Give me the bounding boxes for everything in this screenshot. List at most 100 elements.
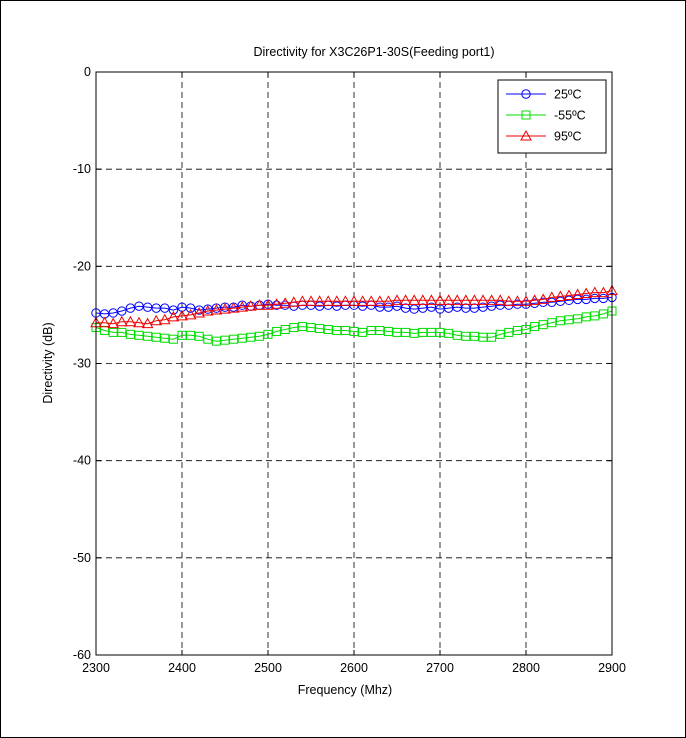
data-point [348,295,360,306]
data-point [356,295,369,306]
data-point [306,323,316,333]
data-point [340,325,350,335]
data-point [416,294,429,305]
data-point [177,330,187,340]
data-point [487,332,497,342]
data-point [108,327,118,337]
data-point [528,294,541,305]
data-point [512,325,522,335]
legend-marker [520,129,532,141]
data-point [383,326,393,336]
data-point [125,303,136,313]
series-2 [90,284,618,329]
data-point [444,328,454,338]
data-point [262,299,274,310]
data-point [125,329,135,339]
data-point [545,291,558,302]
legend-marker [521,110,531,120]
data-point [185,303,196,313]
data-point [236,301,249,312]
data-point [289,323,299,333]
data-point [459,294,472,305]
data-point [287,296,300,307]
data-point [160,303,170,313]
data-point [581,312,591,322]
data-point [520,295,532,306]
data-point [382,295,395,306]
data-point [176,309,188,321]
grid-lines [96,72,612,655]
data-point [263,329,273,339]
data-point [399,294,412,305]
y-tick-labels: 0 -10 -20 -30 -40 -50 -60 [73,65,91,662]
data-point [373,295,386,306]
data-point [401,327,411,337]
data-point [468,294,481,305]
data-point [434,294,446,305]
data-point [244,300,257,311]
data-point [151,332,161,342]
axes [95,71,613,656]
data-point [160,333,170,343]
x-axis-label: Frequency (Mhz) [298,683,392,697]
data-point [555,316,565,326]
data-point [461,331,471,341]
data-point [296,295,309,306]
data-point [210,304,223,315]
data-point [409,328,419,338]
data-point [330,295,343,306]
data-point [563,289,575,300]
data-point [227,302,240,313]
legend-item: -55ºC [506,109,586,123]
data-point [451,294,464,305]
data-point [323,324,333,334]
y-axis-label: Directivity (dB) [41,322,55,403]
data-point [253,299,266,310]
y-tick-label: -10 [73,162,91,176]
data-point [477,294,489,305]
data-point [580,287,593,299]
data-point [270,298,283,309]
data-point [573,314,583,324]
y-tick-label: -50 [73,551,91,565]
x-tick-label: 2400 [168,661,196,675]
y-tick-label: 0 [84,65,91,79]
series-line [95,310,613,342]
data-point [392,301,402,311]
data-point [211,336,221,346]
data-point [554,290,567,301]
data-point [108,308,118,318]
x-tick-label: 2700 [426,661,454,675]
data-point [313,295,326,306]
data-point [495,329,505,339]
data-point [332,325,342,335]
data-point [435,327,445,337]
data-point [194,331,204,341]
data-point [315,324,325,334]
data-point [547,318,557,328]
data-point [117,306,127,316]
x-tick-label: 2500 [254,661,282,675]
data-point [150,314,163,326]
legend-marker [521,89,531,99]
data-point [588,286,601,298]
y-tick-label: -20 [73,259,91,273]
data-point [425,294,438,305]
data-point [279,297,292,308]
data-point [115,315,128,327]
data-point [598,309,608,319]
series-layer [90,284,618,346]
data-point [107,317,120,329]
legend-label: 95ºC [554,130,582,144]
data-point [358,327,368,337]
data-point [203,334,213,344]
data-point [272,326,282,336]
data-point [442,294,455,305]
data-point [117,327,127,337]
data-point [143,331,153,341]
x-tick-label: 2300 [82,661,110,675]
data-point [597,286,610,298]
data-point [280,324,290,334]
y-tick-label: -30 [73,357,91,371]
